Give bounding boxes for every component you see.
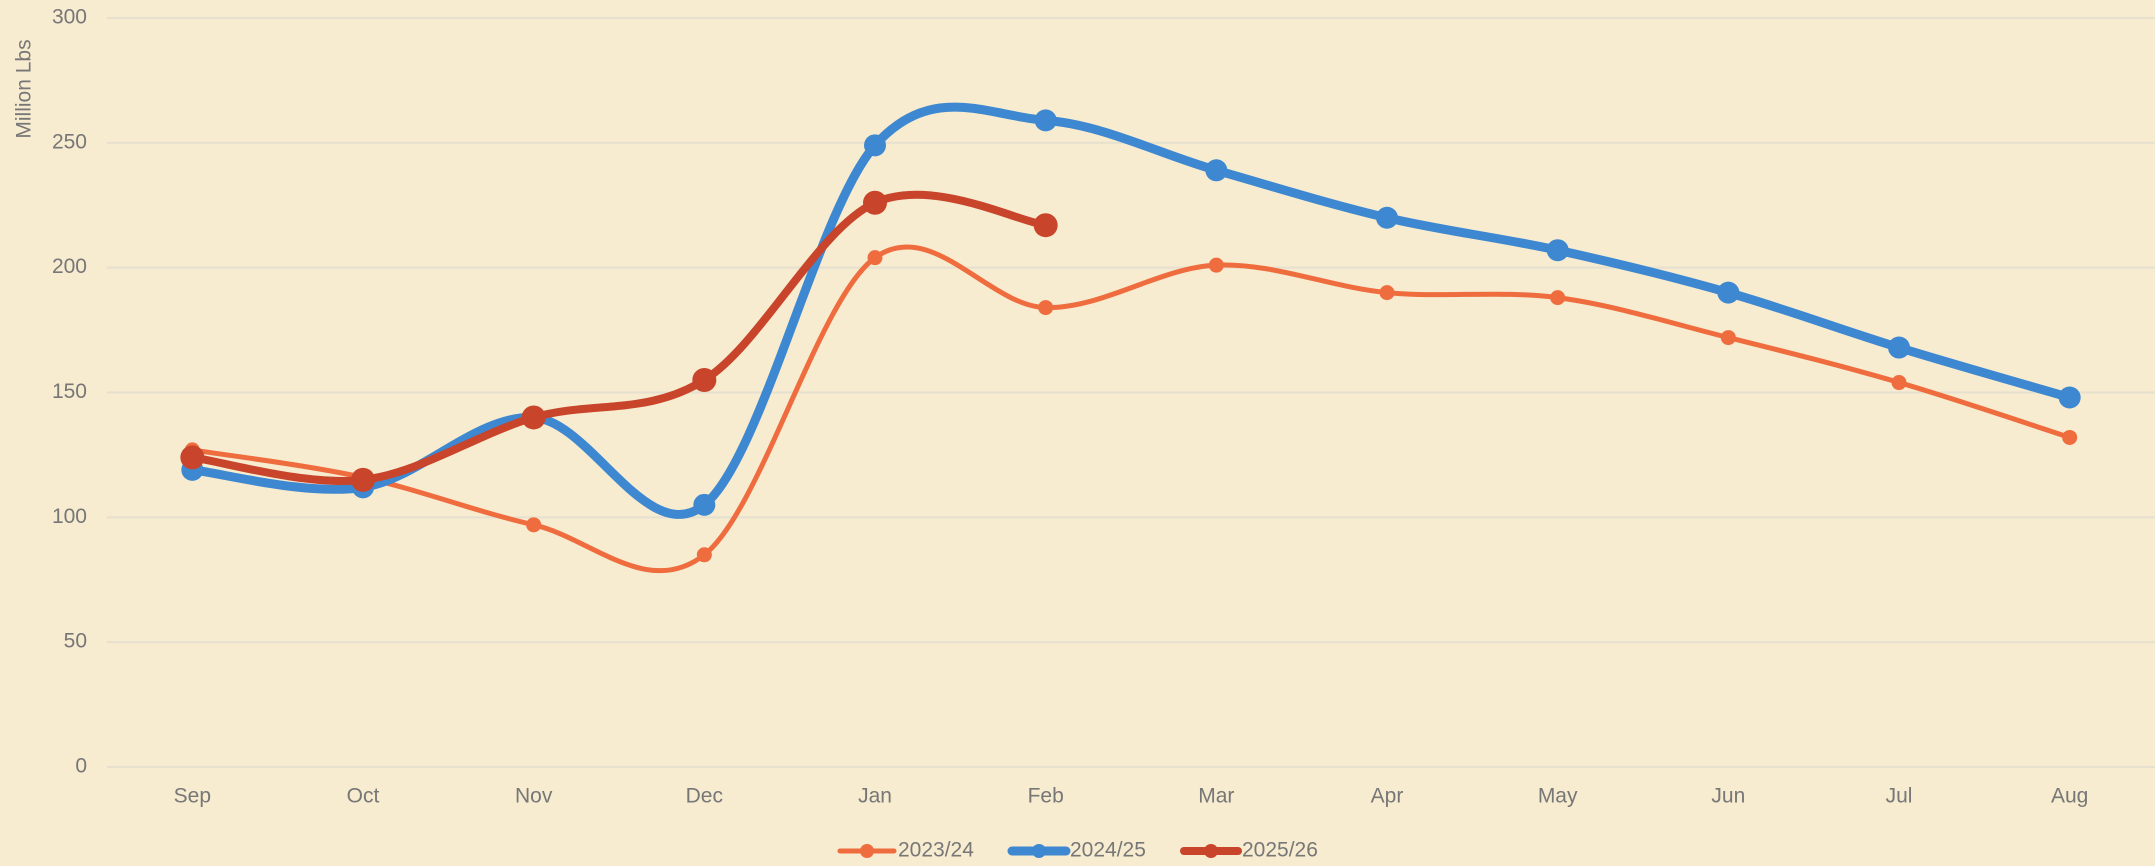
legend-label: 2025/26	[1242, 839, 1318, 862]
legend-marker	[860, 844, 874, 858]
data-point	[1376, 206, 1398, 229]
y-tick-label: 0	[75, 755, 87, 778]
data-point	[1720, 330, 1736, 346]
x-tick-label: Aug	[2051, 785, 2088, 808]
data-point	[696, 547, 712, 563]
x-tick-label: Mar	[1198, 785, 1234, 808]
legend-label: 2023/24	[898, 839, 974, 862]
y-tick-label: 300	[52, 6, 87, 29]
y-tick-label: 150	[52, 380, 87, 403]
y-tick-label: 250	[52, 130, 87, 153]
data-point	[1717, 281, 1740, 304]
data-point	[1034, 109, 1057, 132]
data-point	[180, 445, 205, 470]
y-axis-label: Million Lbs	[13, 39, 36, 138]
x-tick-label: Sep	[174, 785, 211, 808]
data-point	[351, 467, 375, 492]
x-tick-label: Oct	[347, 785, 380, 808]
data-point	[1888, 336, 1910, 359]
data-point	[1379, 285, 1395, 301]
data-point	[526, 517, 542, 533]
series-line	[188, 190, 1050, 485]
x-tick-label: Jan	[858, 785, 892, 808]
data-point	[521, 405, 546, 430]
legend-marker	[1204, 844, 1218, 858]
y-tick-label: 200	[52, 255, 87, 278]
data-point	[1205, 159, 1228, 182]
y-tick-label: 50	[64, 630, 87, 653]
x-tick-label: Jun	[1711, 785, 1745, 808]
data-point	[1550, 290, 1566, 306]
data-point	[867, 250, 883, 266]
data-point	[1033, 213, 1058, 238]
legend-marker	[1032, 844, 1046, 858]
x-tick-label: May	[1538, 785, 1578, 808]
data-point	[692, 368, 717, 393]
data-point	[693, 493, 716, 516]
data-point	[1891, 375, 1907, 391]
data-point	[2062, 429, 2078, 445]
y-tick-label: 100	[52, 505, 87, 528]
legend-label: 2024/25	[1070, 839, 1146, 862]
data-point	[1038, 300, 1054, 316]
x-tick-label: Feb	[1028, 785, 1064, 808]
data-point	[1208, 257, 1224, 273]
data-point	[1546, 239, 1569, 262]
x-tick-label: Apr	[1371, 785, 1404, 808]
x-tick-label: Nov	[515, 785, 553, 808]
x-tick-label: Dec	[686, 785, 723, 808]
x-tick-label: Jul	[1886, 785, 1913, 808]
data-point	[863, 190, 887, 215]
data-point	[2058, 386, 2081, 409]
data-point	[864, 134, 886, 157]
